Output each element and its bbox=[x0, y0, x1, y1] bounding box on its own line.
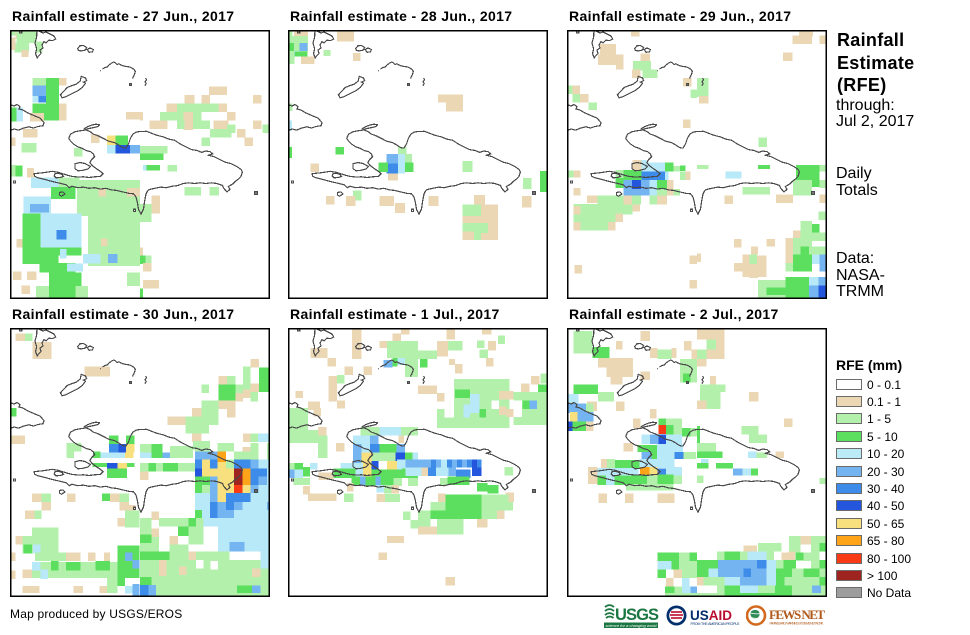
svg-text:FROM THE AMERICAN PEOPLE: FROM THE AMERICAN PEOPLE bbox=[691, 622, 741, 626]
svg-text:FAMINE EARLY WARNING SYSTEMS N: FAMINE EARLY WARNING SYSTEMS NETWORK bbox=[770, 622, 825, 626]
svg-text:USGS: USGS bbox=[615, 606, 659, 624]
svg-text:FEWS NET: FEWS NET bbox=[769, 607, 825, 622]
svg-text:USAID: USAID bbox=[690, 608, 732, 623]
svg-text:science for a changing world: science for a changing world bbox=[606, 623, 658, 628]
